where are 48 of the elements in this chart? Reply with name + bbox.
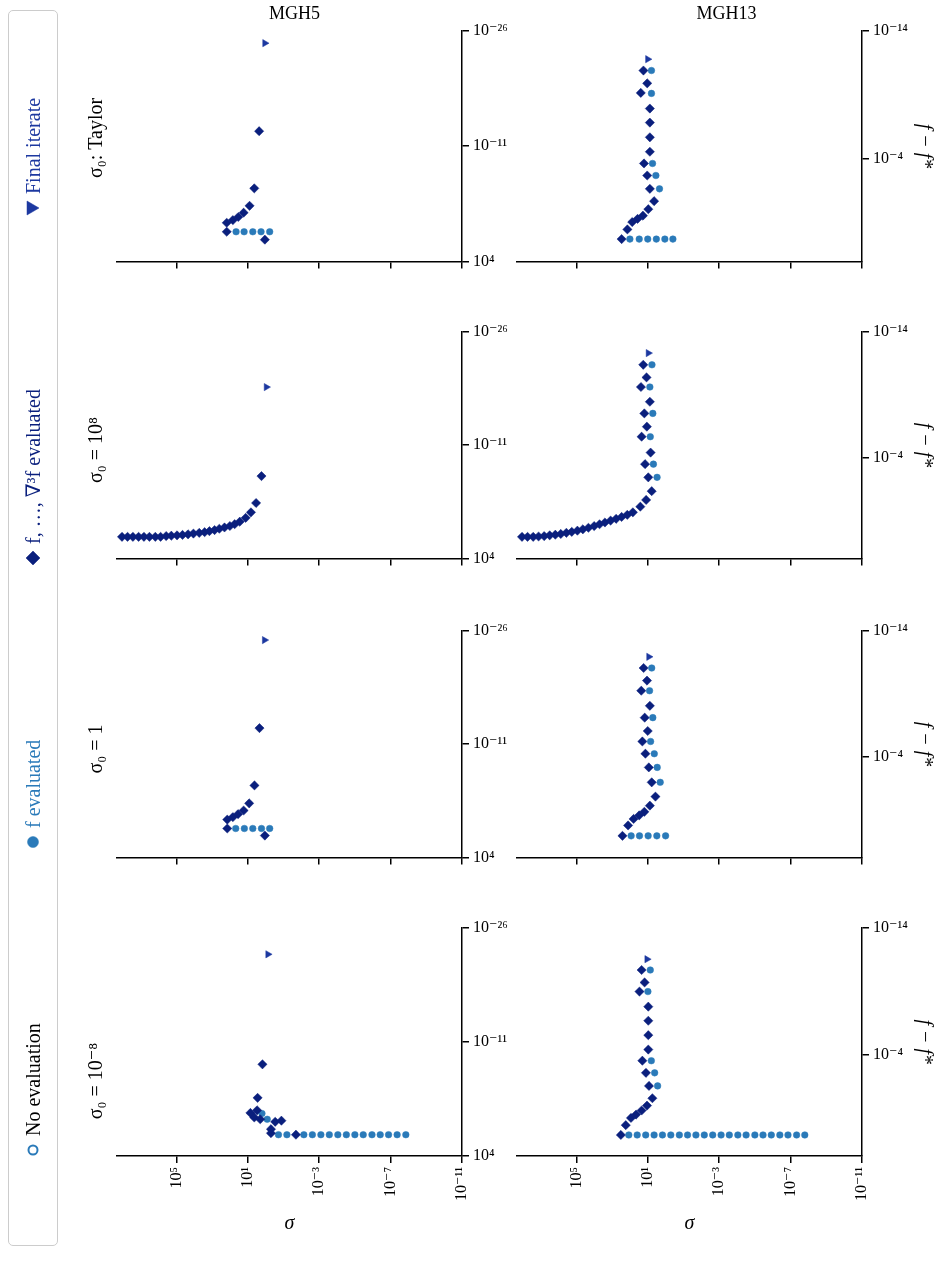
y-tick-label: 10⁻¹¹ [473, 136, 508, 154]
text: σ₀ = 10⁸ [84, 416, 107, 484]
y-tick-label: 10⁻²⁶ [473, 917, 508, 935]
x-axis-title: σ [284, 1211, 296, 1234]
text: Final iterate [21, 97, 45, 194]
point [256, 471, 267, 481]
y-tick-label: 10⁴ [473, 847, 495, 865]
text: No evaluation [21, 1023, 45, 1137]
chart-subtitle: MGH13 [696, 2, 757, 23]
x-tick-label: 10⁻³ [309, 1166, 327, 1197]
y-axis-title: f − f* [913, 422, 937, 468]
y-tick-label: 10⁻¹¹ [473, 734, 508, 752]
point [246, 507, 256, 518]
text: σ₀: Taylor [84, 97, 108, 179]
text: f evaluated [21, 739, 45, 829]
y-tick-label: 10⁻⁴ [873, 746, 904, 764]
point [240, 512, 251, 523]
y-tick-label: 10⁻⁴ [873, 447, 904, 465]
y-tick-label: 10⁻⁴ [873, 149, 904, 167]
chart-subtitle: MGH5 [268, 2, 321, 23]
y-tick-label: 10⁻¹⁴ [873, 620, 909, 638]
y-tick-label: 10⁻¹¹ [473, 435, 508, 453]
y-tick-label: 10⁻¹¹ [473, 1032, 508, 1049]
x-axis-title: σ [684, 1211, 696, 1234]
text: σ₀ = 10⁻⁸ [84, 1042, 107, 1120]
text: σ₀ = 1 [84, 724, 107, 774]
y-tick-label: 10⁻²⁶ [473, 20, 508, 38]
x-tick-label: 10⁵ [566, 1167, 584, 1189]
y-tick-label: 10⁻¹⁴ [873, 321, 909, 339]
point [251, 498, 261, 508]
y-axis-title: f − f* [913, 123, 937, 169]
y-tick-label: 10⁴ [473, 548, 495, 566]
y-tick-label: 10⁻¹⁴ [873, 20, 909, 38]
text: f, …, ∇³f evaluated [21, 389, 45, 545]
x-tick-label: 10⁻⁷ [380, 1167, 398, 1198]
y-tick-label: 10⁴ [473, 1146, 495, 1164]
x-tick-label: 10¹ [637, 1166, 655, 1188]
y-axis-title: f − f* [913, 1019, 937, 1065]
x-tick-label: 10¹ [237, 1166, 255, 1188]
x-tick-label: 10⁵ [166, 1167, 184, 1189]
y-tick-label: 10⁻²⁶ [473, 321, 508, 339]
x-tick-label: 10⁻⁷ [780, 1167, 798, 1198]
y-axis-title: f − f* [913, 721, 937, 767]
y-tick-label: 10⁻⁴ [873, 1044, 904, 1062]
y-tick-label: 10⁻¹⁴ [873, 917, 909, 935]
x-tick-label: 10⁻³ [709, 1166, 727, 1197]
y-tick-label: 10⁻²⁶ [473, 620, 508, 638]
y-tick-label: 10⁴ [473, 251, 495, 269]
